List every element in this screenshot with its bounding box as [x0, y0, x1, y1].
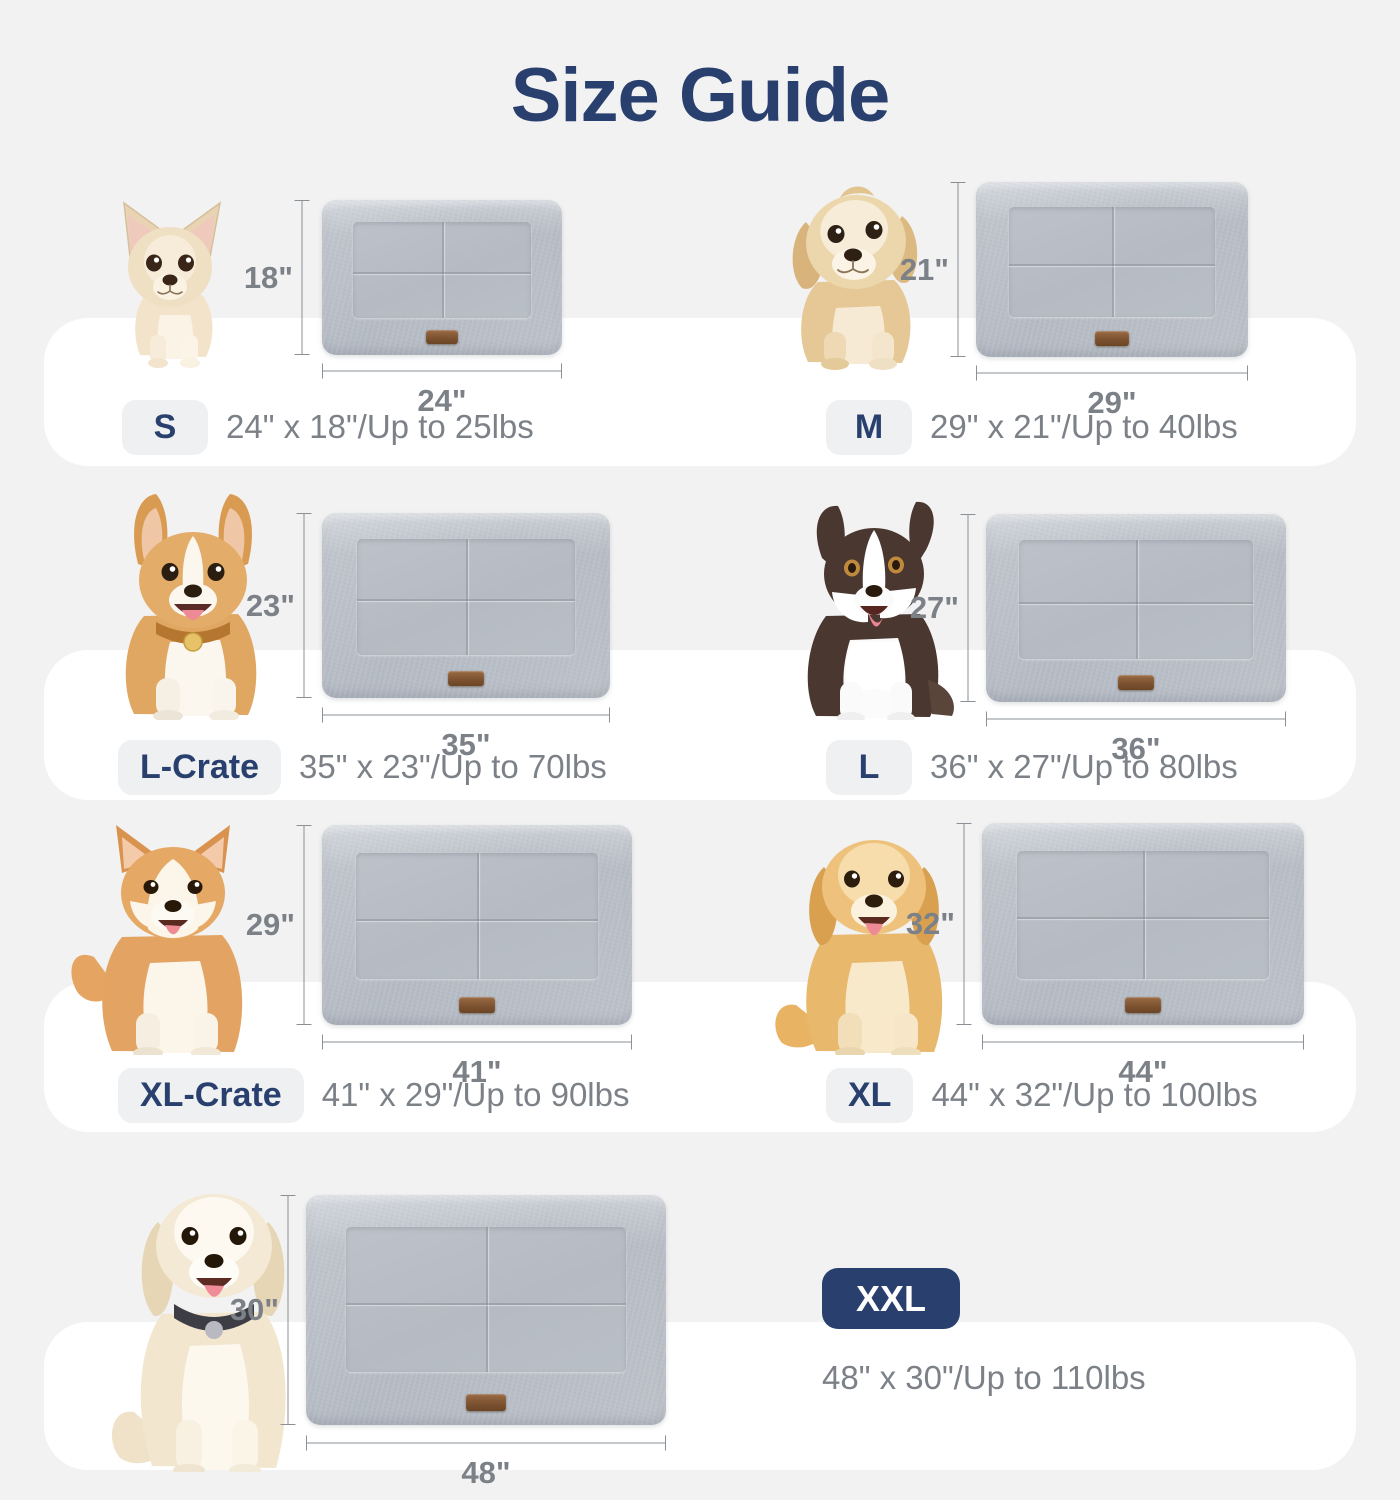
dog-photo-corgi: [98, 488, 288, 720]
brand-tag-icon: [1118, 675, 1154, 690]
caption-s: S 24" x 18"/Up to 25lbs: [122, 400, 534, 455]
size-description-l: 36" x 27"/Up to 80lbs: [930, 748, 1238, 786]
brand-tag-icon: [448, 671, 484, 686]
mat-graphic-xl: [982, 823, 1304, 1025]
dimension-height-label-m: 21": [899, 251, 949, 287]
dog-photo-golden-retriever: [774, 805, 974, 1055]
brand-tag-icon: [426, 330, 458, 344]
mat-graphic-s: [322, 200, 562, 355]
size-badge-s[interactable]: S: [122, 400, 208, 455]
dimension-height-label-l: 27": [909, 590, 959, 625]
dimension-height-label-xl: 32": [905, 906, 955, 941]
size-badge-xl-crate[interactable]: XL-Crate: [118, 1068, 304, 1123]
dimension-width-label-s: 24": [417, 383, 467, 418]
size-block-l-crate: 23" 35": [92, 485, 622, 762]
dimension-width-label-l-crate: 35": [441, 727, 491, 762]
size-description-l-crate: 35" x 23"/Up to 70lbs: [299, 748, 607, 786]
size-description-xl: 44" x 32"/Up to 100lbs: [931, 1076, 1258, 1114]
size-badge-m[interactable]: M: [826, 400, 912, 455]
size-block-xl-crate: 29" 41": [62, 805, 642, 1089]
dimension-width-label-xl: 44": [1118, 1054, 1168, 1089]
brand-tag-icon: [1125, 997, 1161, 1013]
caption-l: L 36" x 27"/Up to 80lbs: [826, 740, 1238, 795]
dimension-width-label-m: 29": [1087, 385, 1137, 420]
mat-graphic-l-crate: [322, 513, 610, 698]
mat-graphic-xl-crate: [322, 825, 632, 1025]
dimension-height-label-s: 18": [243, 259, 293, 295]
caption-xl-crate: XL-Crate 41" x 29"/Up to 90lbs: [118, 1068, 629, 1123]
dog-photo-golden-puppy: [770, 170, 945, 370]
caption-xxl: XXL 48" x 30"/Up to 110lbs: [822, 1268, 1146, 1397]
size-block-xxl: 30" 48": [90, 1155, 710, 1500]
size-description-xxl: 48" x 30"/Up to 110lbs: [822, 1359, 1146, 1396]
size-block-xl: 32" 44": [766, 805, 1311, 1089]
size-description-s: 24" x 18"/Up to 25lbs: [226, 408, 534, 446]
caption-xl: XL 44" x 32"/Up to 100lbs: [826, 1068, 1258, 1123]
mat-graphic-m: [976, 182, 1248, 357]
dog-photo-shiba-inu: [66, 807, 281, 1055]
size-description-m: 29" x 21"/Up to 40lbs: [930, 408, 1238, 446]
caption-l-crate: L-Crate 35" x 23"/Up to 70lbs: [118, 740, 607, 795]
dimension-width-xxl: 48": [306, 1435, 666, 1490]
brand-tag-icon: [459, 997, 495, 1013]
dimension-width-xl: 44": [982, 1034, 1304, 1089]
page-title: Size Guide: [510, 53, 891, 138]
dimension-width-l: 36": [986, 711, 1286, 766]
dog-photo-cream-retriever: [108, 1154, 323, 1472]
dimension-width-l-crate: 35": [322, 707, 610, 762]
size-badge-xl[interactable]: XL: [826, 1068, 914, 1123]
dimension-height-label-xxl: 30": [229, 1292, 279, 1327]
caption-m: M 29" x 21"/Up to 40lbs: [826, 400, 1238, 455]
dimension-width-label-xl-crate: 41": [452, 1054, 502, 1089]
dimension-width-xl-crate: 41": [322, 1034, 632, 1089]
dimension-width-label-xxl: 48": [461, 1455, 511, 1490]
size-badge-l[interactable]: L: [826, 740, 912, 795]
dimension-width-s: 24": [322, 363, 562, 418]
brand-tag-icon: [1095, 331, 1129, 346]
size-badge-l-crate[interactable]: L-Crate: [118, 740, 282, 795]
dimension-height-label-l-crate: 23": [245, 587, 295, 623]
mat-graphic-l: [986, 514, 1286, 702]
dimension-width-label-l: 36": [1111, 731, 1161, 766]
size-block-s: 18" 24": [90, 185, 562, 418]
mat-graphic-xxl: [306, 1195, 666, 1425]
dimension-height-label-xl-crate: 29": [245, 907, 295, 942]
size-badge-xxl[interactable]: XXL: [822, 1268, 961, 1329]
size-block-l: 27" 36": [778, 490, 1288, 766]
dimension-width-m: 29": [976, 365, 1248, 420]
size-block-m: 21" 29": [760, 170, 1260, 420]
brand-tag-icon: [466, 1394, 506, 1411]
dog-photo-chihuahua: [98, 195, 248, 370]
dog-photo-border-collie: [782, 492, 964, 720]
size-description-xl-crate: 41" x 29"/Up to 90lbs: [321, 1076, 630, 1114]
